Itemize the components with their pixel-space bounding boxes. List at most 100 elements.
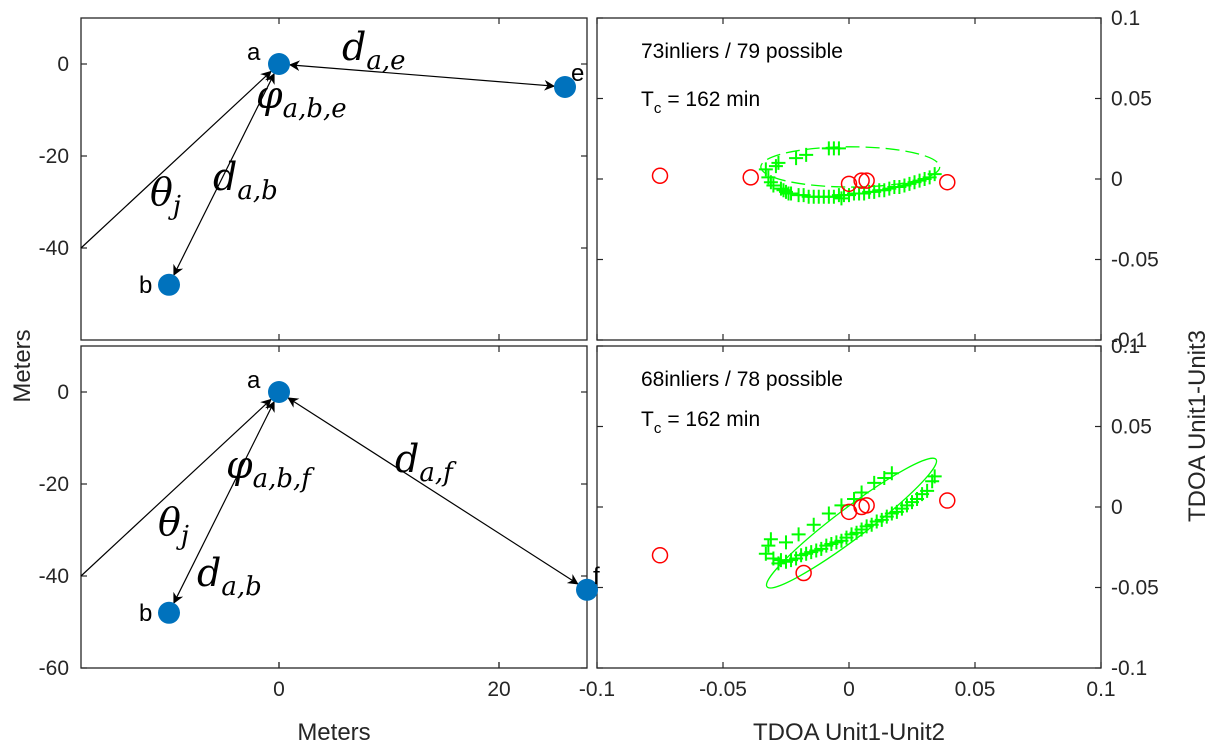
bottom-left-node-label-f: f (593, 563, 600, 590)
top-phi-label: φa,b,e (256, 73, 347, 124)
bottom-d-ab-label: da,b (197, 551, 262, 602)
top-right-fit-ellipse (760, 146, 941, 188)
bottom-left-node-label-b: b (139, 600, 152, 627)
top-right-inlier-point (784, 186, 799, 201)
bottom-left-node-label-a: a (247, 367, 261, 394)
bottom-right-ytick-label: 0.1 (1111, 335, 1140, 358)
bottom-right-inlier-point (779, 535, 793, 550)
bottom-d-af-label: da,f (395, 437, 457, 488)
top-d-ab-label: da,b (213, 155, 278, 206)
top-left-distance-arrow-e (288, 60, 556, 91)
right-y-axis-label: TDOA Unit1-Unit3 (1184, 330, 1211, 522)
bottom-tc-base: T (641, 408, 654, 431)
bottom-right-inlier-point (847, 491, 862, 506)
top-right-inlier-point (831, 141, 846, 156)
right-x-axis-label: TDOA Unit1-Unit2 (753, 719, 945, 746)
top-right-inlier-point (789, 151, 804, 166)
bottom-left-ytick-label: 0 (57, 381, 69, 404)
top-left-node-label-e: e (571, 60, 584, 87)
top-left-node-a (268, 53, 290, 75)
top-d-ae-label: da,e (342, 25, 405, 76)
bottom-left-ytick-label: -60 (39, 657, 69, 680)
bottom-right-outlier-point (651, 547, 669, 564)
bottom-right-inlier-point (771, 556, 786, 571)
bottom-right-xtick-label: 0 (843, 678, 855, 701)
top-left-panel (80, 17, 588, 341)
bottom-right-inlier-point (867, 475, 882, 490)
bottom-right-xtick-label: 0.05 (955, 678, 996, 701)
top-right-inlier-point (799, 147, 814, 162)
top-right-ytick-label: 0 (1111, 168, 1123, 191)
top-right-outlier-point (939, 173, 956, 191)
bottom-right-outlier-point (939, 492, 956, 509)
top-right-panel (596, 17, 1102, 341)
top-theta-label: θj (150, 170, 181, 221)
bottom-right-inlier-point (854, 485, 869, 500)
top-right-outlier-point (858, 172, 875, 189)
bottom-left-node-a (268, 381, 290, 403)
chart-marks: 0-20-400-20-40-600 200.10.050-0.05-0.10.1… (39, 7, 1159, 701)
bottom-right-fit-ellipse (765, 457, 938, 589)
bottom-left-panel (80, 345, 588, 669)
bottom-right-inlier-point (920, 483, 935, 498)
top-left-ytick-label: 0 (57, 53, 69, 76)
bottom-tc-label: Tc = 162 min (641, 408, 760, 437)
left-y-axis-label: Meters (9, 329, 36, 402)
top-left-ytick-label: -40 (39, 237, 69, 260)
top-left-bearing-arrow (80, 70, 272, 249)
bottom-right-ytick-label: -0.1 (1111, 657, 1147, 680)
bottom-left-node-b (158, 601, 180, 624)
bottom-right-xtick-label: 0.1 (1086, 678, 1115, 701)
bottom-right-inlier-point (821, 506, 836, 521)
top-right-outlier-point (651, 167, 669, 185)
top-inlier-count: 73inliers / 79 possible (641, 40, 843, 63)
bottom-left-node-f (576, 578, 598, 601)
top-right-inlier-point (766, 178, 781, 193)
top-right-outlier-point (853, 172, 870, 189)
bottom-left-xtick-label: 0 (273, 678, 285, 701)
bottom-right-panel (596, 345, 1102, 669)
top-left-ytick-label: -20 (39, 145, 69, 168)
bottom-right-inlier-point (806, 517, 821, 532)
top-left-distance-arrow-b (173, 72, 275, 276)
top-right-inlier-point (927, 167, 942, 182)
bottom-right-xtick-label: -0.05 (699, 678, 747, 701)
bottom-left-ytick-label: -20 (39, 473, 69, 496)
top-tc-sub: c (654, 100, 662, 117)
top-right-inlier-point (768, 159, 783, 174)
top-left-node-e (554, 76, 576, 98)
bottom-tc-sub: c (654, 420, 662, 437)
top-right-ytick-label: 0.05 (1111, 88, 1152, 111)
bottom-right-inlier-point (877, 471, 892, 486)
bottom-right-inlier-point (884, 466, 899, 481)
left-x-axis-label: Meters (297, 719, 370, 746)
bottom-right-inlier-point (763, 532, 778, 547)
bottom-right-xtick-label: -0.1 (579, 678, 615, 701)
bottom-left-distance-arrow-f (287, 397, 579, 585)
bottom-left-distance-arrow-b (173, 400, 275, 604)
bottom-inlier-count: 68inliers / 78 possible (641, 368, 843, 391)
top-left-node-label-b: b (139, 272, 152, 299)
top-right-outlier-point (840, 175, 858, 193)
top-right-ytick-label: 0.1 (1111, 7, 1140, 30)
bottom-left-bearing-arrow (80, 398, 272, 577)
top-right-inlier-point (834, 191, 849, 206)
top-right-inlier-point (758, 162, 773, 177)
bottom-right-inlier-point (791, 527, 806, 542)
bottom-left-ytick-label: -40 (39, 565, 69, 588)
top-tc-base: T (641, 88, 654, 111)
top-right-ytick-label: -0.05 (1111, 249, 1159, 272)
bottom-left-xtick-label: 20 (487, 678, 510, 701)
bottom-right-ytick-label: 0.05 (1111, 416, 1152, 439)
bottom-right-ytick-label: 0 (1111, 496, 1123, 519)
bottom-phi-label: φa,b,f (226, 443, 315, 494)
top-left-node-label-a: a (247, 39, 261, 66)
bottom-right-outlier-point (858, 497, 875, 514)
bottom-right-inlier-point (761, 538, 776, 553)
top-right-inlier-point (763, 175, 778, 190)
bottom-right-inlier-point (927, 469, 942, 484)
bottom-right-inlier-point (758, 546, 773, 561)
bottom-right-outlier-point (795, 564, 812, 582)
bottom-tc-value: = 162 min (667, 408, 760, 431)
